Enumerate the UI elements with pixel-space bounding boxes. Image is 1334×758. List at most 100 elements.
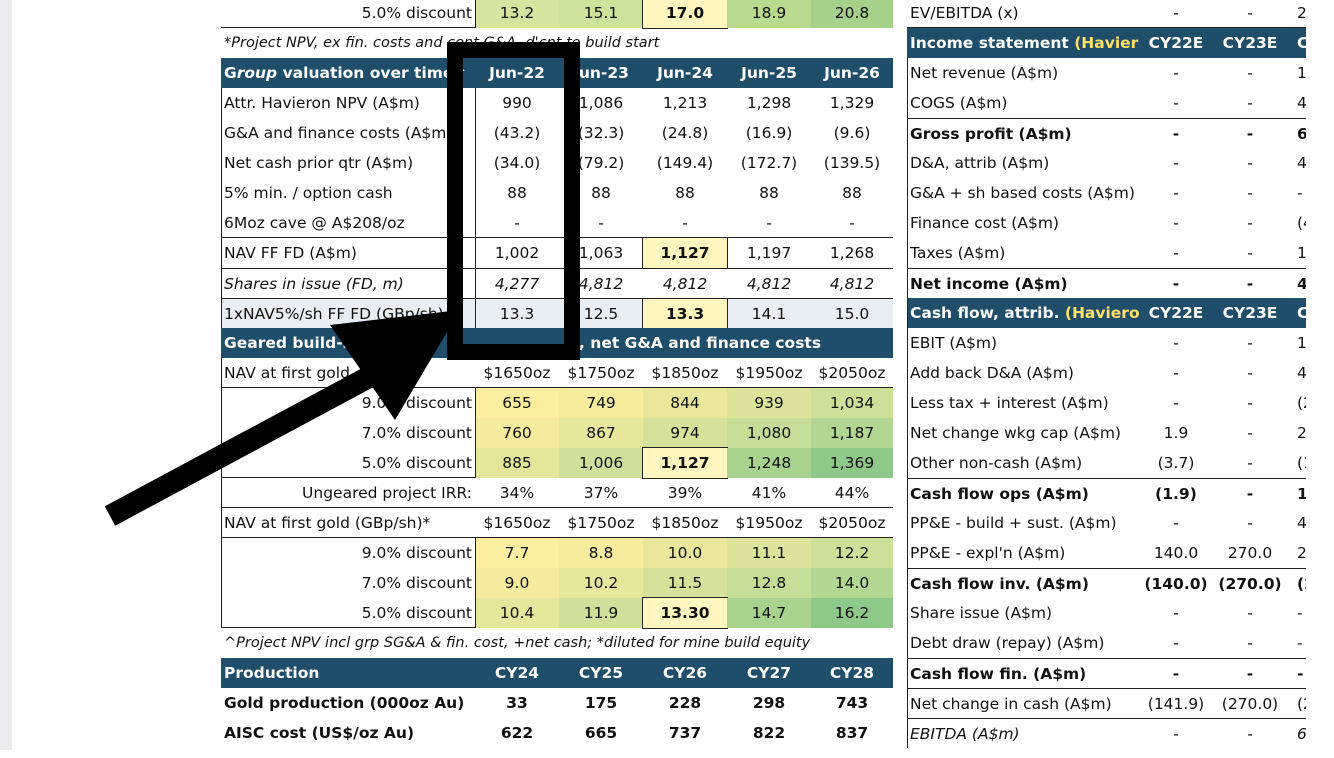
col-header: CY23E <box>1222 34 1278 52</box>
table-row: Add back D&A (A$m) - -4. <box>907 358 1334 388</box>
cell: 15.0 <box>834 305 870 323</box>
row-label: Less tax + interest (A$m) <box>910 394 1109 412</box>
footnote: ^Project NPV incl grp SG&A & fin. cost, … <box>221 628 893 658</box>
cell: - <box>1247 725 1253 743</box>
cell: (16.9) <box>745 124 793 142</box>
table-row: 7.0% discount 760 867 974 1,080 1,187 <box>221 418 893 448</box>
cell: 939 <box>727 388 811 418</box>
table-row: Net cash prior qtr (A$m) (34.0) (79.2) (… <box>221 148 893 178</box>
cell: 837 <box>835 724 869 742</box>
table-row: 7.0% discount 9.0 10.2 11.5 12.8 14.0 <box>221 568 893 598</box>
table-row: NAV at first gold $1650oz $1750oz $1850o… <box>221 358 893 388</box>
table-row: 5% min. / option cash 88 88 88 88 88 <box>221 178 893 208</box>
row-label: Cash flow ops (A$m) <box>910 485 1089 503</box>
cell: 10.4 <box>475 598 559 628</box>
cell: - <box>1247 514 1253 532</box>
row-label: 5.0% discount <box>361 604 472 622</box>
col-header: Jun-23 <box>573 64 629 82</box>
table-row: Net change wkg cap (A$m)1.9-28 <box>907 418 1334 448</box>
row-label: Net cash prior qtr (A$m) <box>224 154 414 172</box>
cell: 88 <box>759 184 779 202</box>
cell: 4,812 <box>578 275 624 293</box>
cell: 1.9 <box>1163 424 1189 442</box>
row-label: 5.0% discount <box>361 454 472 472</box>
row-label: COGS (A$m) <box>910 94 1008 112</box>
table-row: 9.0% discount 7.7 8.8 10.0 11.1 12.2 <box>221 538 893 568</box>
row-label: G&A + sh based costs (A$m) <box>910 184 1135 202</box>
row-label: Share issue (A$m) <box>910 604 1053 622</box>
note-text: ^Project NPV incl grp SG&A & fin. cost, … <box>224 635 811 651</box>
cell: 4,277 <box>494 275 540 293</box>
cell: - <box>1173 394 1179 412</box>
divider <box>475 88 476 328</box>
col-header: CY27 <box>746 664 792 682</box>
cell: 13.3 <box>499 305 535 323</box>
cell: (270.0) <box>1221 695 1279 713</box>
header-label: , net G&A and finance costs <box>579 334 822 352</box>
col-header: $1850oz <box>651 364 719 382</box>
row-label: 5.0% discount <box>361 4 472 22</box>
row-label: Net change wkg cap (A$m) <box>910 424 1121 442</box>
cell: 1,329 <box>829 94 875 112</box>
cell: 11.1 <box>727 538 811 568</box>
cell: 88 <box>675 184 695 202</box>
table-row: EBITDA (A$m)--64 <box>907 718 1334 748</box>
col-header: CY26 <box>662 664 708 682</box>
col-header: $1850oz <box>651 514 719 532</box>
cell: 88 <box>507 184 527 202</box>
cell: (3.7) <box>1157 454 1195 472</box>
cell: 1,002 <box>494 244 540 262</box>
row-label: Add back D&A (A$m) <box>910 364 1074 382</box>
col-header: CY23E <box>1222 304 1278 322</box>
row-label: Finance cost (A$m) <box>910 214 1059 232</box>
table-row: Finance cost (A$m)--(41 <box>907 208 1334 238</box>
row-label: EBIT (A$m) <box>910 334 998 352</box>
row-label: 6Moz cave @ A$208/oz <box>224 214 405 232</box>
cell: - <box>1247 634 1253 652</box>
cell: - <box>1247 94 1253 112</box>
cell: 665 <box>584 724 618 742</box>
table-row: AISC cost (US$/oz Au) 622 665 737 822 83… <box>221 718 893 748</box>
cell: 15.1 <box>559 0 643 28</box>
row-label: 1xNAV5%/sh FF FD (GBp/sh) <box>224 305 444 323</box>
cell: 622 <box>500 724 534 742</box>
cell: 844 <box>643 388 727 418</box>
left-margin <box>0 0 12 750</box>
row-label: Shares in issue (FD, m) <box>224 275 404 293</box>
divider <box>475 0 476 28</box>
row-label: AISC cost (US$/oz Au) <box>224 724 415 742</box>
header-label: Geared build-st <box>224 334 360 352</box>
col-header: CY25 <box>578 664 624 682</box>
cell: 1,006 <box>559 448 643 478</box>
cell: 7.7 <box>475 538 559 568</box>
table-row: Other non-cash (A$m)(3.7)-(11 <box>907 448 1334 478</box>
row-label: 5% min. / option cash <box>224 184 393 202</box>
table-row: NAV FF FD (A$m) 1,002 1,063 1,127 1,197 … <box>221 237 893 269</box>
row-label: Attr. Havieron NPV (A$m) <box>224 94 420 112</box>
row-label: D&A, attrib (A$m) <box>910 154 1050 172</box>
cell: - <box>1172 125 1180 143</box>
col-header: CY22E <box>1148 34 1204 52</box>
cell: (9.6) <box>833 124 871 142</box>
divider <box>221 358 222 508</box>
cell: 20.8 <box>811 0 893 28</box>
table-row: D&A, attrib (A$m) - -4. <box>907 148 1334 178</box>
divider <box>221 88 222 328</box>
header-label: Income statement (Havieron) <box>910 34 1139 52</box>
cell: - <box>1297 604 1303 622</box>
table-row: Net revenue (A$m)--106 <box>907 58 1334 88</box>
col-header: $1950oz <box>735 514 803 532</box>
cell: (270.0) <box>1218 575 1282 593</box>
cell: 749 <box>559 388 643 418</box>
table-row: Net change in cash (A$m)(141.9)(270.0)(2… <box>907 688 1334 718</box>
cell: - <box>1173 4 1179 22</box>
cell: (43.2) <box>493 124 541 142</box>
row-label: Net income (A$m) <box>910 275 1068 293</box>
cell: - <box>1297 634 1303 652</box>
cell: - <box>1173 154 1179 172</box>
row-label: NAV FF FD (A$m) <box>224 244 357 262</box>
cell: 1,197 <box>746 244 792 262</box>
cell: - <box>1246 125 1254 143</box>
col-header: $1750oz <box>567 364 635 382</box>
